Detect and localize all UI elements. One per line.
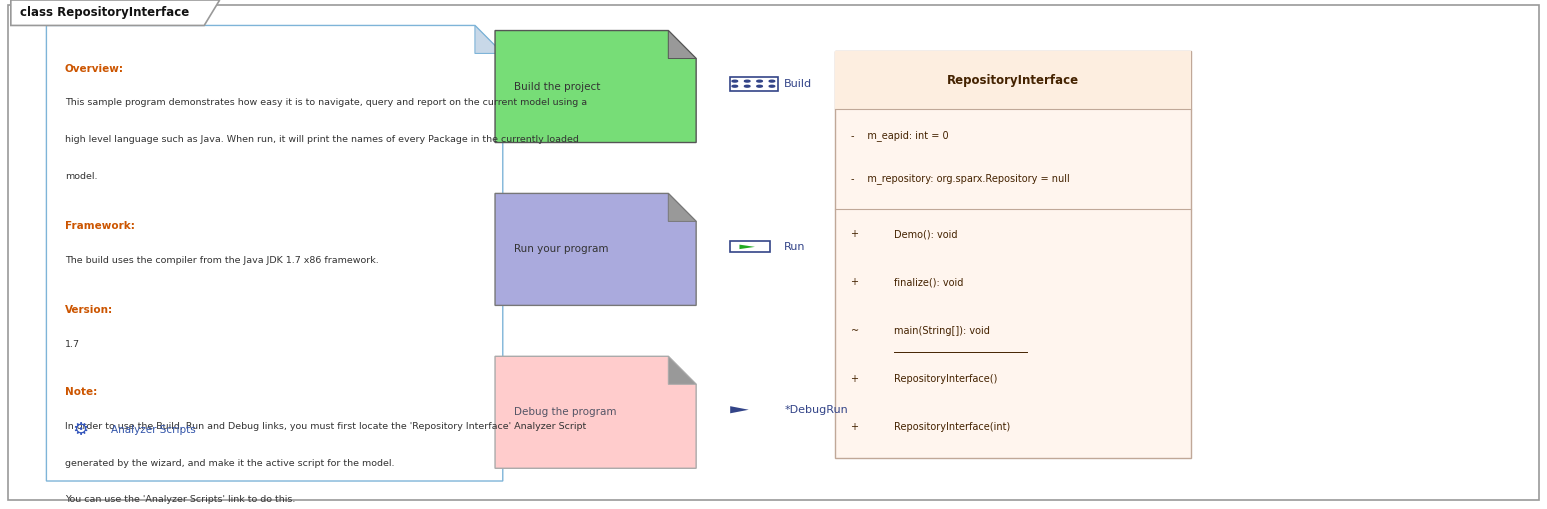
FancyBboxPatch shape [835,51,1191,109]
Polygon shape [668,356,696,384]
FancyBboxPatch shape [835,51,1191,458]
Text: main(String[]): void: main(String[]): void [894,326,990,336]
Text: The build uses the compiler from the Java JDK 1.7 x86 framework.: The build uses the compiler from the Jav… [65,256,379,265]
Polygon shape [11,0,220,25]
Text: RepositoryInterface(): RepositoryInterface() [894,374,998,384]
Text: +: + [851,229,865,239]
Polygon shape [739,245,755,249]
Text: generated by the wizard, and make it the active script for the model.: generated by the wizard, and make it the… [65,459,394,468]
Text: Build: Build [784,79,812,89]
Text: This sample program demonstrates how easy it is to navigate, query and report on: This sample program demonstrates how eas… [65,98,588,107]
Polygon shape [668,193,696,221]
Text: Note:: Note: [65,387,97,398]
Polygon shape [495,193,696,305]
Polygon shape [495,31,696,143]
Text: model.: model. [65,172,97,181]
Text: finalize(): void: finalize(): void [894,277,964,288]
Circle shape [744,86,750,87]
Text: Version:: Version: [65,305,113,315]
Text: +: + [851,374,865,384]
Text: Debug the program: Debug the program [514,407,616,417]
Text: -  m_eapid: int = 0: - m_eapid: int = 0 [851,130,948,140]
Text: -  m_repository: org.sparx.Repository = null: - m_repository: org.sparx.Repository = n… [851,173,1069,184]
Text: ⚙: ⚙ [73,421,88,439]
Text: You can use the 'Analyzer Scripts' link to do this.: You can use the 'Analyzer Scripts' link … [65,495,295,504]
Circle shape [732,86,738,87]
Polygon shape [475,25,503,53]
Text: Analyzer Scripts: Analyzer Scripts [111,425,196,435]
Text: RepositoryInterface: RepositoryInterface [947,74,1080,87]
Circle shape [769,80,775,82]
Text: 1.7: 1.7 [65,340,80,349]
Circle shape [744,80,750,82]
Text: Framework:: Framework: [65,221,135,231]
Text: Run your program: Run your program [514,244,608,254]
Text: Build the project: Build the project [514,81,600,92]
Text: +: + [851,277,865,288]
Polygon shape [46,25,503,481]
Text: Run: Run [784,242,806,252]
Polygon shape [730,406,749,413]
Circle shape [769,86,775,87]
Circle shape [756,80,763,82]
Polygon shape [495,356,696,468]
FancyBboxPatch shape [8,5,1539,500]
Circle shape [732,80,738,82]
Text: Demo(): void: Demo(): void [894,229,958,239]
Text: ~: ~ [851,326,865,336]
FancyBboxPatch shape [730,241,770,252]
Text: Overview:: Overview: [65,64,124,74]
FancyBboxPatch shape [730,77,778,91]
Text: +: + [851,422,865,433]
Circle shape [756,86,763,87]
Text: high level language such as Java. When run, it will print the names of every Pac: high level language such as Java. When r… [65,135,579,144]
Text: *DebugRun: *DebugRun [784,405,848,415]
Text: class RepositoryInterface: class RepositoryInterface [20,6,189,19]
Polygon shape [668,31,696,59]
Text: RepositoryInterface(int): RepositoryInterface(int) [894,422,1010,433]
Text: In order to use the Build, Run and Debug links, you must first locate the 'Repos: In order to use the Build, Run and Debug… [65,422,586,431]
